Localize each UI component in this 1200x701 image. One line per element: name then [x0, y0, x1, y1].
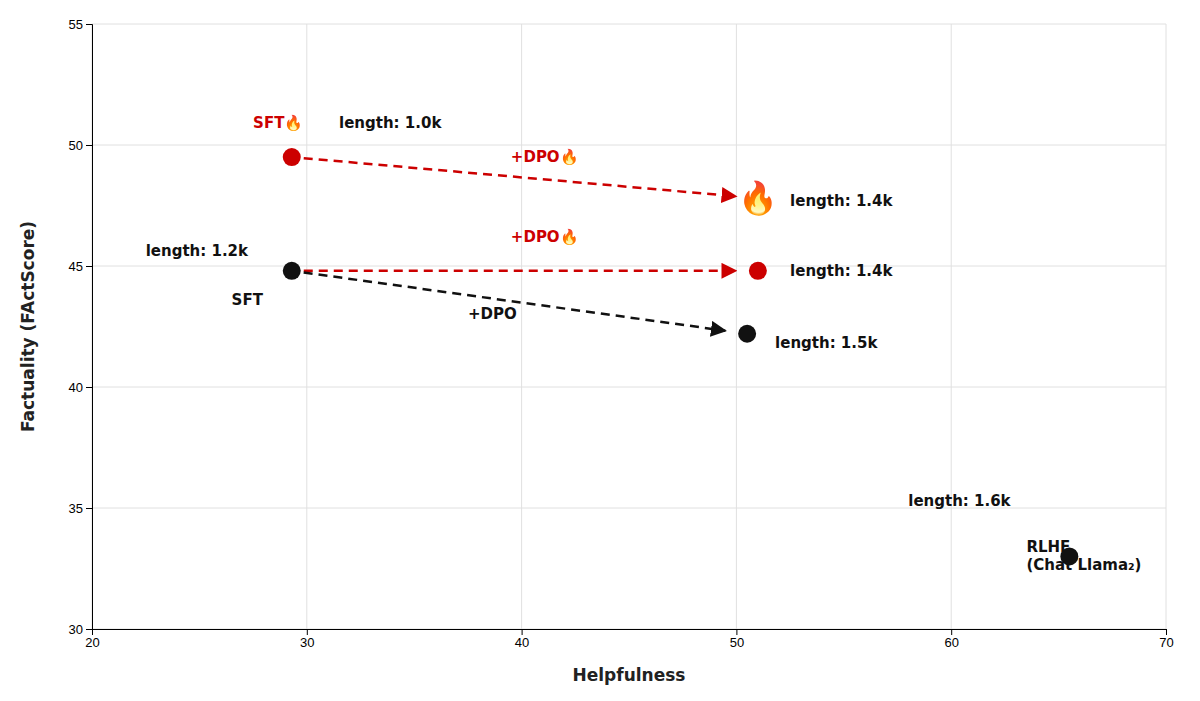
- y-tick-mark: [86, 145, 92, 146]
- x-tick: 30: [300, 629, 314, 650]
- annotation-line: length: 1.5k: [775, 334, 878, 352]
- y-tick-label: 45: [69, 259, 83, 274]
- grid-line-y: [92, 387, 1166, 388]
- annotation: +DPO: [468, 305, 517, 323]
- annotation-line: length: 1.0k: [339, 114, 442, 132]
- x-tick: 40: [515, 629, 529, 650]
- point: [738, 325, 756, 343]
- x-tick-label: 40: [515, 635, 529, 650]
- annotation: SFT: [232, 290, 264, 308]
- point: [283, 148, 301, 166]
- x-tick-label: 60: [944, 635, 958, 650]
- grid-line-x: [521, 24, 522, 629]
- y-tick-mark: [86, 266, 92, 267]
- point: [749, 262, 767, 280]
- y-tick: 45: [69, 259, 92, 274]
- annotation-line: +DPO🔥: [511, 148, 579, 166]
- grid-line-y: [92, 266, 1166, 267]
- annotation-line: length: 1.6k: [908, 491, 1011, 509]
- grid-line-x: [736, 24, 737, 629]
- grid-line-x: [306, 24, 307, 629]
- x-tick-mark: [951, 629, 952, 635]
- annotation: +DPO🔥: [511, 227, 579, 245]
- arrow: [304, 270, 736, 273]
- x-tick-mark: [736, 629, 737, 635]
- annotation: length: 1.0k: [339, 114, 442, 132]
- y-axis-title: Factuality (FActScore): [18, 221, 38, 432]
- annotation: SFT🔥: [253, 114, 303, 132]
- annotation-line: SFT: [232, 290, 264, 308]
- point-symbol: 🔥: [738, 179, 778, 217]
- annotations: SFT🔥length: 1.0k+DPO🔥length: 1.4k+DPO🔥le…: [146, 114, 1142, 574]
- marks: 🔥: [283, 148, 1079, 565]
- x-axis: 20 30 40 50 60 70: [85, 629, 1173, 650]
- annotation-line: RLHF: [1026, 538, 1070, 556]
- annotation-line: SFT🔥: [253, 114, 303, 132]
- x-tick-label: 20: [85, 635, 99, 650]
- y-axis-line: [86, 25, 93, 630]
- annotation-line: length: 1.4k: [790, 191, 893, 209]
- x-tick-mark: [1166, 629, 1167, 635]
- y-tick-label: 30: [69, 622, 83, 637]
- grid: [92, 24, 1166, 629]
- grid-line-y: [92, 145, 1166, 146]
- y-tick-mark: [86, 24, 92, 25]
- y-tick-mark: [86, 629, 92, 630]
- y-tick: 30: [69, 622, 92, 637]
- annotation: RLHF(Chat Llama₂): [1026, 538, 1141, 574]
- point: [283, 262, 301, 280]
- x-axis-title: Helpfulness: [573, 665, 686, 685]
- x-tick: 50: [730, 629, 744, 650]
- y-tick: 55: [69, 17, 92, 32]
- annotation: length: 1.4k: [790, 261, 893, 279]
- annotation: length: 1.4k: [790, 191, 893, 209]
- arrow: [304, 272, 726, 330]
- annotation-line: (Chat Llama₂): [1026, 556, 1141, 574]
- annotation: length: 1.2k: [146, 242, 249, 260]
- annotation-line: +DPO🔥: [511, 227, 579, 245]
- grid-line-y: [92, 24, 1166, 25]
- grid-line-x: [951, 24, 952, 629]
- y-axis: 30 35 40 45 50 55: [69, 17, 93, 637]
- x-tick-mark: [522, 629, 523, 635]
- annotation: +DPO🔥: [511, 148, 579, 166]
- y-tick-mark: [86, 508, 92, 509]
- x-tick: 20: [85, 629, 99, 650]
- y-tick-label: 50: [69, 138, 83, 153]
- chart: 203040506070303540455055HelpfulnessFactu…: [0, 0, 1200, 701]
- annotation-line: length: 1.4k: [790, 261, 893, 279]
- x-tick-label: 50: [730, 635, 744, 650]
- grid-line-x: [1166, 24, 1167, 629]
- y-tick: 35: [69, 501, 92, 516]
- x-tick: 60: [944, 629, 958, 650]
- y-tick: 40: [69, 380, 92, 395]
- y-tick-label: 55: [69, 17, 83, 32]
- x-tick: 70: [1159, 629, 1173, 650]
- y-tick: 50: [69, 138, 92, 153]
- annotation-line: +DPO: [468, 305, 517, 323]
- x-axis-line: [93, 630, 1167, 636]
- x-tick-label: 70: [1159, 635, 1173, 650]
- x-tick-label: 30: [300, 635, 314, 650]
- y-tick-mark: [86, 387, 92, 388]
- y-tick-label: 40: [69, 380, 83, 395]
- annotation: length: 1.6k: [908, 491, 1011, 509]
- y-tick-label: 35: [69, 501, 83, 516]
- plot: 203040506070303540455055HelpfulnessFactu…: [18, 17, 1174, 685]
- annotation-line: length: 1.2k: [146, 242, 249, 260]
- x-tick-mark: [307, 629, 308, 635]
- annotation: length: 1.5k: [775, 334, 878, 352]
